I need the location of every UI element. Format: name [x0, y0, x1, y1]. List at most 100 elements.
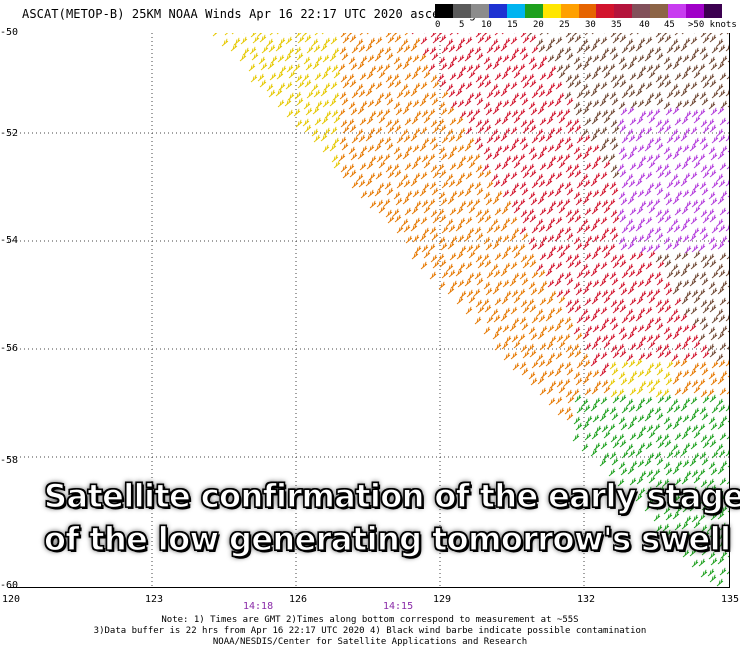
wind-barb	[422, 92, 430, 101]
wind-barb	[459, 110, 467, 119]
wind-barb	[529, 304, 537, 313]
wind-barb	[647, 317, 655, 326]
wind-barb	[572, 33, 578, 37]
wind-barb	[521, 232, 529, 241]
wind-barb	[600, 36, 608, 45]
wind-barb	[556, 334, 564, 343]
wind-barb	[555, 126, 563, 135]
wind-barb	[655, 479, 663, 488]
wind-barb	[664, 349, 672, 358]
lon-label: 126	[289, 594, 308, 605]
wind-barb	[646, 469, 654, 478]
wind-barb	[647, 452, 655, 461]
wind-barb	[365, 43, 373, 52]
wind-barb	[530, 242, 538, 251]
wind-barb	[358, 179, 366, 188]
wind-barb	[294, 91, 302, 100]
wind-barb	[664, 439, 672, 448]
wind-barbs	[212, 33, 730, 587]
lat-lon-grid	[8, 33, 730, 588]
wind-barb	[581, 83, 589, 92]
wind-barb	[603, 205, 611, 214]
wind-barb	[680, 403, 688, 412]
wind-barb	[455, 133, 463, 142]
lat-label: -52	[0, 128, 19, 139]
lon-label: 129	[433, 594, 452, 605]
wind-barb	[582, 241, 590, 250]
wind-barb	[269, 33, 274, 36]
wind-barb	[539, 297, 547, 306]
wind-barb	[727, 193, 730, 198]
wind-barb	[288, 70, 296, 79]
wind-barb	[429, 136, 437, 145]
wind-barb	[708, 326, 716, 335]
wind-barb	[717, 286, 725, 295]
wind-barb	[464, 233, 472, 242]
wind-barb	[558, 205, 566, 214]
wind-barb	[303, 56, 311, 65]
wind-barb	[720, 370, 728, 379]
lat-label: -50	[0, 27, 19, 38]
wind-barb	[313, 134, 321, 143]
wind-barb	[456, 116, 464, 125]
wind-barb	[546, 161, 554, 170]
legend-label: 40	[639, 20, 650, 30]
wind-barb	[617, 478, 625, 487]
wind-barb	[675, 100, 683, 109]
wind-barb	[611, 187, 619, 196]
wind-barb	[342, 35, 350, 44]
wind-barb	[612, 170, 620, 179]
wind-barb	[522, 35, 530, 44]
wind-barb	[563, 288, 571, 297]
wind-barb	[521, 97, 529, 106]
wind-barb	[531, 45, 539, 54]
wind-barb	[711, 135, 719, 144]
wind-barb	[402, 196, 410, 205]
wind-barb	[621, 270, 629, 279]
wind-barb	[681, 251, 689, 260]
wind-barb	[591, 33, 594, 35]
wind-barb	[474, 46, 482, 55]
wind-barb	[718, 494, 726, 503]
wind-barb	[485, 197, 493, 206]
wind-barb	[719, 387, 727, 396]
wind-barb	[702, 260, 710, 269]
legend-swatch	[524, 4, 543, 18]
wind-barb	[656, 457, 664, 466]
wind-barb	[437, 73, 445, 82]
wind-barb	[546, 251, 554, 260]
wind-barb	[573, 101, 581, 110]
wind-barb	[654, 46, 662, 55]
wind-barb	[689, 458, 697, 467]
wind-barb	[360, 55, 368, 64]
wind-barb	[617, 343, 625, 352]
wind-barb	[619, 349, 627, 358]
wind-barb	[558, 250, 566, 259]
wind-barb	[475, 119, 483, 128]
wind-barb	[440, 107, 448, 116]
wind-barb	[594, 200, 602, 209]
wind-barb	[395, 62, 403, 71]
wind-barb	[554, 98, 562, 107]
wind-barb	[716, 83, 724, 92]
wind-barb	[673, 224, 681, 233]
wind-barb	[495, 325, 503, 334]
wind-barb	[707, 568, 715, 577]
wind-barb	[520, 74, 528, 83]
wind-barb	[501, 341, 509, 350]
wind-barb	[655, 434, 663, 443]
wind-barb	[593, 442, 601, 451]
wind-barb	[672, 151, 680, 160]
wind-barb	[690, 81, 698, 90]
wind-barb	[716, 533, 724, 542]
wind-barb	[376, 109, 384, 118]
wind-barb	[519, 136, 527, 145]
wind-barb	[611, 232, 619, 241]
wind-barb	[636, 476, 644, 485]
wind-barb	[557, 317, 565, 326]
wind-barb	[383, 108, 391, 117]
wind-barb	[484, 79, 492, 88]
wind-barb	[692, 317, 700, 326]
wind-barb	[671, 128, 679, 137]
wind-barb	[603, 250, 611, 259]
